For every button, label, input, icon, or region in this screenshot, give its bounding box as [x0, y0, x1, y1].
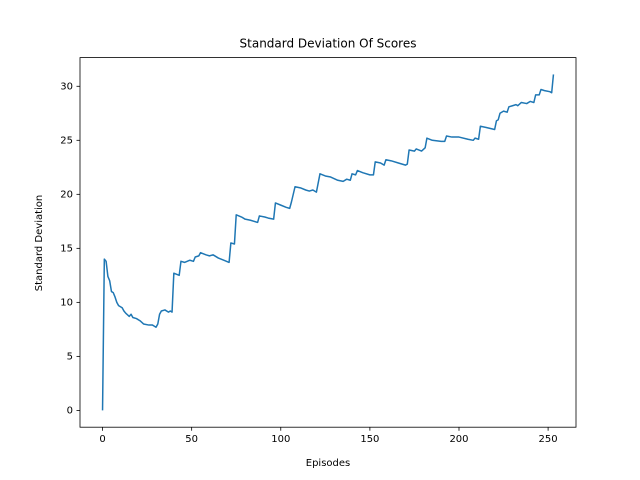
x-tick-label: 50	[185, 434, 198, 445]
y-tick-label: 0	[67, 405, 73, 416]
y-tick-label: 15	[60, 243, 73, 254]
x-axis-label: Episodes	[306, 458, 350, 469]
y-tick-label: 20	[60, 189, 73, 200]
y-axis-label: Standard Deviation	[34, 195, 45, 292]
x-tick-label: 150	[360, 434, 379, 445]
plot-frame	[79, 57, 577, 428]
y-tick-label: 5	[67, 351, 73, 362]
x-tick-label: 250	[539, 434, 558, 445]
x-tick-label: 0	[99, 434, 105, 445]
y-tick-label: 10	[60, 297, 73, 308]
x-tick-label: 100	[271, 434, 290, 445]
data-line	[101, 74, 555, 411]
y-tick-label: 30	[60, 81, 73, 92]
chart-title: Standard Deviation Of Scores	[240, 37, 417, 51]
y-tick-label: 25	[60, 135, 73, 146]
x-tick-label: 200	[449, 434, 468, 445]
